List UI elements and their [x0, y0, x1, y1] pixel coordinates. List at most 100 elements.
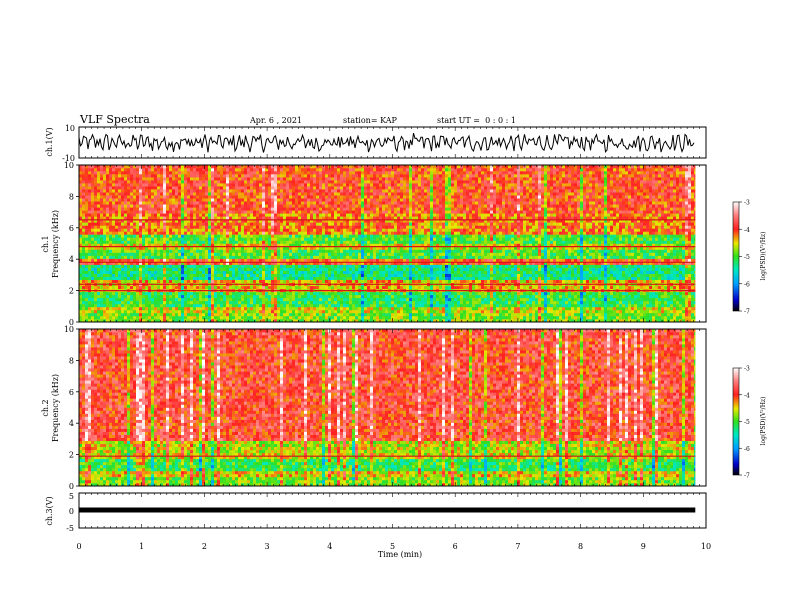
spectrogram-cell [175, 253, 178, 256]
spectrogram-cell [313, 295, 316, 298]
spectrogram-cell [130, 201, 133, 204]
spectrogram-cell [247, 186, 250, 189]
spectrogram-cell [166, 268, 169, 271]
spectrogram-cell [208, 295, 211, 298]
spectrogram-cell [304, 307, 307, 310]
spectrogram-cell [211, 253, 214, 256]
spectrogram-cell [88, 225, 91, 228]
spectrogram-cell [244, 301, 247, 304]
spectrogram-cell [91, 268, 94, 271]
spectrogram-cell [265, 316, 268, 319]
spectrogram-cell [181, 292, 184, 295]
spectrogram-cell [175, 298, 178, 301]
spectrogram-cell [151, 183, 154, 186]
spectrogram-cell [346, 277, 349, 280]
spectrogram-cell [232, 274, 235, 277]
spectrogram-cell [310, 286, 313, 289]
spectrogram-cell [121, 298, 124, 301]
spectrogram-cell [211, 213, 214, 216]
spectrogram-cell [208, 274, 211, 277]
spectrogram-cell [154, 265, 157, 268]
spectrogram-cell [193, 256, 196, 259]
spectrogram-cell [199, 241, 202, 244]
spectrogram-cell [97, 286, 100, 289]
spectrogram-cell [106, 228, 109, 231]
spectrogram-cell [331, 280, 334, 283]
spectrogram-cell [106, 186, 109, 189]
spectrogram-cell [304, 271, 307, 274]
spectrogram-cell [121, 256, 124, 259]
spectrogram-cell [199, 286, 202, 289]
spectrogram-cell [124, 277, 127, 280]
spectrogram-cell [109, 225, 112, 228]
spectrogram-cell [307, 295, 310, 298]
spectrogram-cell [265, 241, 268, 244]
spectrogram-cell [256, 295, 259, 298]
spectrogram-cell [238, 298, 241, 301]
spectrogram-cell [151, 241, 154, 244]
spectrogram-cell [241, 277, 244, 280]
spectrogram-cell [229, 234, 232, 237]
spectrogram-cell [274, 316, 277, 319]
spectrogram-cell [202, 180, 205, 183]
spectrogram-cell [178, 201, 181, 204]
spectrogram-cell [295, 310, 298, 313]
spectrogram-cell [226, 198, 229, 201]
spectrogram-cell [220, 238, 223, 241]
spectrogram-cell [184, 168, 187, 171]
spectrogram-cell [124, 241, 127, 244]
spectrogram-cell [202, 222, 205, 225]
spectrogram-cell [91, 198, 94, 201]
spectrogram-cell [325, 259, 328, 262]
spectrogram-cell [181, 180, 184, 183]
spectrogram-cell [91, 192, 94, 195]
spectrogram-cell [295, 234, 298, 237]
spectrogram-cell [232, 286, 235, 289]
spectrogram-cell [259, 304, 262, 307]
spectrogram-cell [277, 301, 280, 304]
spectrogram-cell [304, 177, 307, 180]
spectrogram-cell [220, 316, 223, 319]
spectrogram-cell [343, 216, 346, 219]
spectrogram-cell [280, 180, 283, 183]
spectrogram-cell [316, 277, 319, 280]
spectrogram-cell [286, 213, 289, 216]
spectrogram-cell [331, 204, 334, 207]
spectrogram-cell [163, 174, 166, 177]
spectrogram-cell [115, 280, 118, 283]
spectrogram-cell [244, 183, 247, 186]
spectrogram-cell [118, 180, 121, 183]
spectrogram-cell [217, 204, 220, 207]
spectrogram-cell [274, 265, 277, 268]
spectrogram-cell [316, 183, 319, 186]
spectrogram-cell [331, 250, 334, 253]
spectrogram-cell [217, 198, 220, 201]
spectrogram-cell [307, 234, 310, 237]
spectrogram-cell [214, 177, 217, 180]
spectrogram-cell [262, 271, 265, 274]
spectrogram-cell [223, 301, 226, 304]
spectrogram-cell [82, 225, 85, 228]
spectrogram-cell [331, 228, 334, 231]
spectrogram-cell [193, 310, 196, 313]
spectrogram-cell [331, 186, 334, 189]
spectrogram-cell [352, 180, 355, 183]
spectrogram-cell [352, 253, 355, 256]
spectrogram-cell [241, 295, 244, 298]
spectrogram-cell [349, 238, 352, 241]
spectrogram-cell [325, 292, 328, 295]
spectrogram-cell [226, 292, 229, 295]
spectrogram-cell [196, 177, 199, 180]
spectrogram-cell [115, 292, 118, 295]
spectrogram-cell [118, 186, 121, 189]
spectrogram-cell [232, 180, 235, 183]
spectrogram-cell [190, 222, 193, 225]
spectrogram-cell [88, 286, 91, 289]
spectrogram-cell [364, 228, 367, 231]
spectrogram-cell [358, 180, 361, 183]
spectrogram-cell [100, 280, 103, 283]
spectrogram-cell [100, 192, 103, 195]
spectrogram-cell [325, 234, 328, 237]
spectrogram-cell [217, 201, 220, 204]
spectrogram-cell [85, 180, 88, 183]
